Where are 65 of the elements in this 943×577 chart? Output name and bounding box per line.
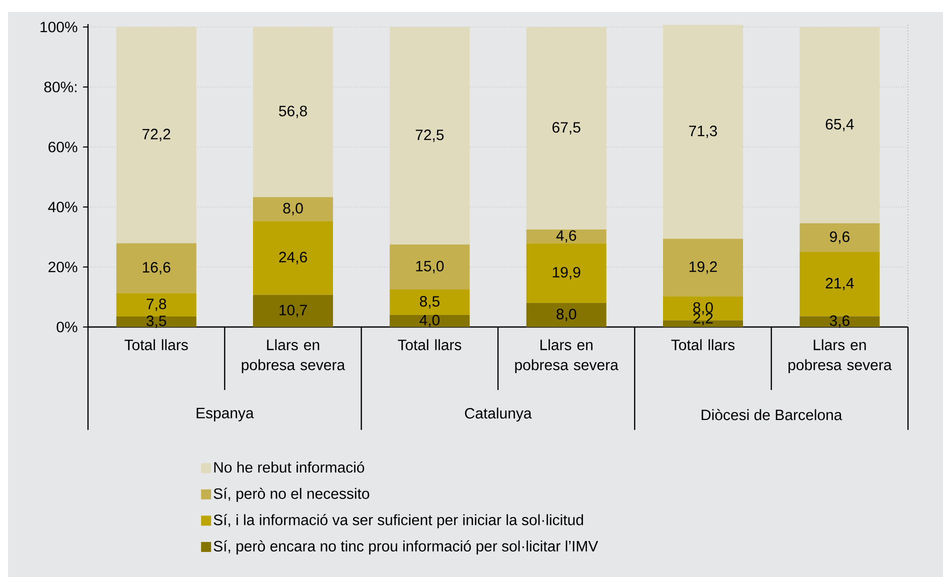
data-label: 65,4	[826, 118, 854, 132]
legend-label: Sí, però encara no tinc prou informació per sol·licitar l’IMV	[214, 540, 598, 554]
bar	[800, 223, 880, 252]
bar	[800, 252, 880, 316]
data-label: 19,9	[552, 266, 580, 280]
x-tick-label: Llars en pobresa severa	[515, 339, 618, 374]
legend-label: Sí, però no el necessito	[214, 488, 370, 502]
data-label: 7,8	[146, 298, 166, 311]
data-label: 21,4	[826, 278, 854, 290]
x-tick-label: Llars en pobresa severa	[788, 339, 892, 374]
bar	[253, 221, 334, 295]
y-tick-label: 80%:	[44, 82, 76, 92]
bar	[526, 27, 606, 230]
bar	[390, 27, 470, 244]
bar	[116, 316, 196, 327]
data-label: 8,5	[420, 296, 440, 308]
bar	[526, 230, 606, 244]
legend-label: Sí, i la informació va ser suficient per iniciar la sol·licitud	[214, 514, 584, 528]
x-tick-label: Total llars	[398, 339, 462, 350]
y-tick-label: 0%	[56, 322, 78, 332]
x-tick-label: Llars en pobresa severa	[242, 339, 346, 374]
data-label: 8,0	[556, 308, 576, 322]
bar	[116, 26, 196, 244]
bar	[116, 293, 196, 316]
data-label: 4,0	[420, 314, 440, 328]
text: Diòcesi de Barcelona	[702, 409, 842, 420]
bar	[390, 315, 470, 327]
data-label: 67,5	[552, 122, 580, 134]
data-label: 15,0	[416, 260, 444, 274]
data-label: 24,6	[279, 252, 307, 264]
bar	[663, 24, 744, 239]
data-label: 72,2	[142, 128, 170, 142]
bar	[526, 243, 606, 303]
x-tick-label: Total llars	[671, 339, 735, 350]
data-label: 71,3	[689, 126, 717, 138]
data-label: 4,6	[556, 230, 576, 243]
bar	[526, 303, 606, 327]
bar	[253, 294, 334, 327]
legend-label: No he rebut informació	[214, 461, 364, 473]
bar	[253, 197, 334, 222]
text: Espanya	[196, 408, 254, 422]
bar	[800, 27, 880, 224]
data-label: 8,0	[693, 302, 713, 315]
x-tick-label: Total llars	[124, 339, 188, 350]
data-label: 72,5	[416, 130, 444, 142]
y-tick-label: 20%	[48, 262, 78, 272]
data-label: 8,0	[283, 202, 303, 216]
bar	[663, 238, 744, 296]
bar	[116, 243, 196, 294]
text: Catalunya	[465, 408, 532, 422]
data-label: 19,2	[690, 261, 717, 274]
bar	[800, 316, 880, 327]
data-label: 9,6	[830, 231, 850, 244]
data-label: 10,7	[280, 304, 307, 318]
data-label: 3,6	[830, 315, 850, 328]
data-label: 56,8	[279, 106, 307, 118]
data-label: 16,6	[142, 262, 170, 274]
bar	[390, 244, 470, 290]
bar	[390, 290, 470, 315]
bar	[253, 26, 334, 198]
data-label: 2,2	[693, 312, 713, 326]
y-tick-label: 60%	[48, 142, 78, 152]
y-tick-label: 100%	[40, 22, 78, 32]
data-label: 3,5	[146, 316, 166, 328]
y-tick-label: 40%	[48, 202, 78, 212]
